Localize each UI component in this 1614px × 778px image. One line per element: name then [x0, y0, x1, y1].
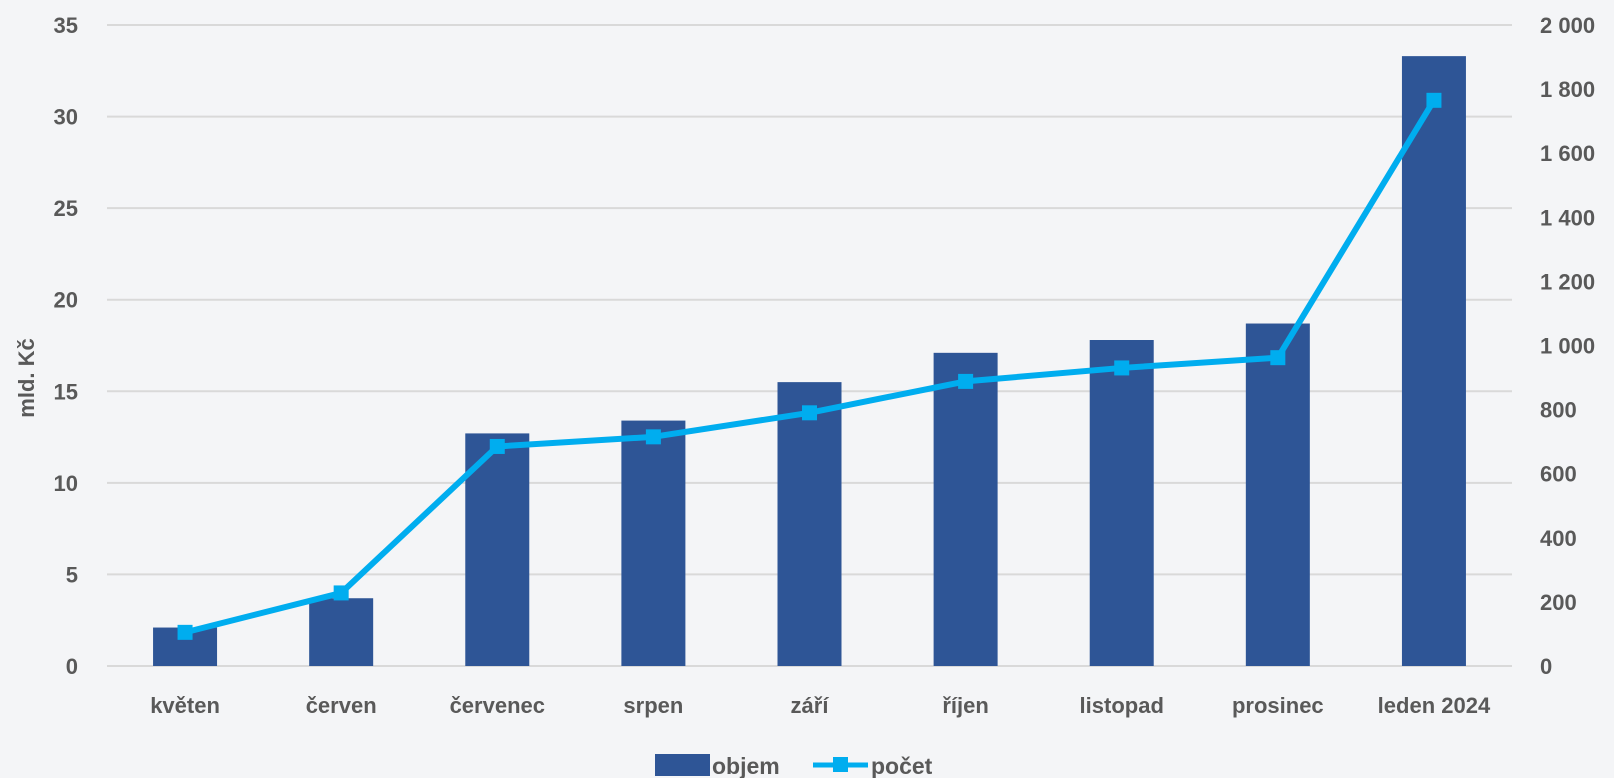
category-label: květen: [150, 693, 220, 718]
right-tick-label: 1 600: [1540, 141, 1595, 166]
line-series-pocet: [177, 92, 1442, 640]
left-tick-label: 20: [54, 288, 78, 313]
category-label: srpen: [623, 693, 683, 718]
bar-series-objem: [153, 56, 1466, 667]
category-label: červen: [306, 693, 377, 718]
bar: [621, 420, 686, 666]
legend-label-pocet: počet: [871, 753, 933, 778]
line-marker: [1114, 360, 1130, 376]
bar: [465, 433, 530, 666]
bar: [777, 382, 842, 666]
left-tick-label: 15: [54, 379, 78, 404]
bar: [309, 598, 374, 666]
left-tick-label: 25: [54, 196, 78, 221]
right-tick-label: 0: [1540, 654, 1552, 679]
line-marker: [802, 405, 817, 421]
line-marker: [1426, 92, 1442, 108]
category-label: prosinec: [1232, 693, 1324, 718]
left-axis-ticks: 0 5 10 15 20 25 30 35: [54, 13, 78, 679]
category-label: leden 2024: [1378, 693, 1491, 718]
category-label: listopad: [1080, 693, 1164, 718]
category-label: říjen: [942, 693, 988, 718]
right-tick-label: 1 400: [1540, 205, 1595, 230]
bar: [1401, 56, 1466, 667]
line-marker: [177, 624, 193, 640]
right-tick-label: 2 000: [1540, 13, 1595, 38]
bar: [1089, 340, 1154, 666]
left-tick-label: 0: [66, 654, 78, 679]
line-marker: [333, 585, 349, 601]
left-tick-label: 5: [66, 562, 78, 587]
right-axis-ticks: 0 200 400 600 800 1 000 1 200 1 400 1 600 1 800 2 …: [1540, 13, 1595, 679]
left-tick-label: 10: [54, 471, 78, 496]
legend-label-objem: objem: [712, 753, 780, 778]
right-tick-label: 600: [1540, 462, 1577, 487]
category-label: září: [791, 693, 830, 718]
line-marker: [645, 429, 661, 445]
right-tick-label: 400: [1540, 526, 1577, 551]
line-marker: [489, 438, 505, 454]
right-tick-label: 200: [1540, 590, 1577, 615]
legend-swatch-pocet-marker: [833, 757, 848, 772]
bar: [933, 352, 998, 666]
bar: [1245, 323, 1310, 666]
legend: objem počet: [655, 753, 933, 778]
left-tick-label: 35: [54, 13, 78, 38]
line-marker: [958, 373, 974, 389]
category-axis-labels: květen červen červenec srpen září říjen listop…: [150, 693, 1491, 718]
left-tick-label: 30: [54, 105, 78, 130]
legend-swatch-objem: [655, 754, 710, 776]
category-label: červenec: [450, 693, 545, 718]
right-tick-label: 1 800: [1540, 77, 1595, 102]
right-tick-label: 1 000: [1540, 334, 1595, 359]
right-tick-label: 800: [1540, 398, 1577, 423]
y-axis-title: mld. Kč: [14, 338, 39, 417]
line-marker: [1270, 350, 1286, 366]
right-tick-label: 1 200: [1540, 269, 1595, 294]
